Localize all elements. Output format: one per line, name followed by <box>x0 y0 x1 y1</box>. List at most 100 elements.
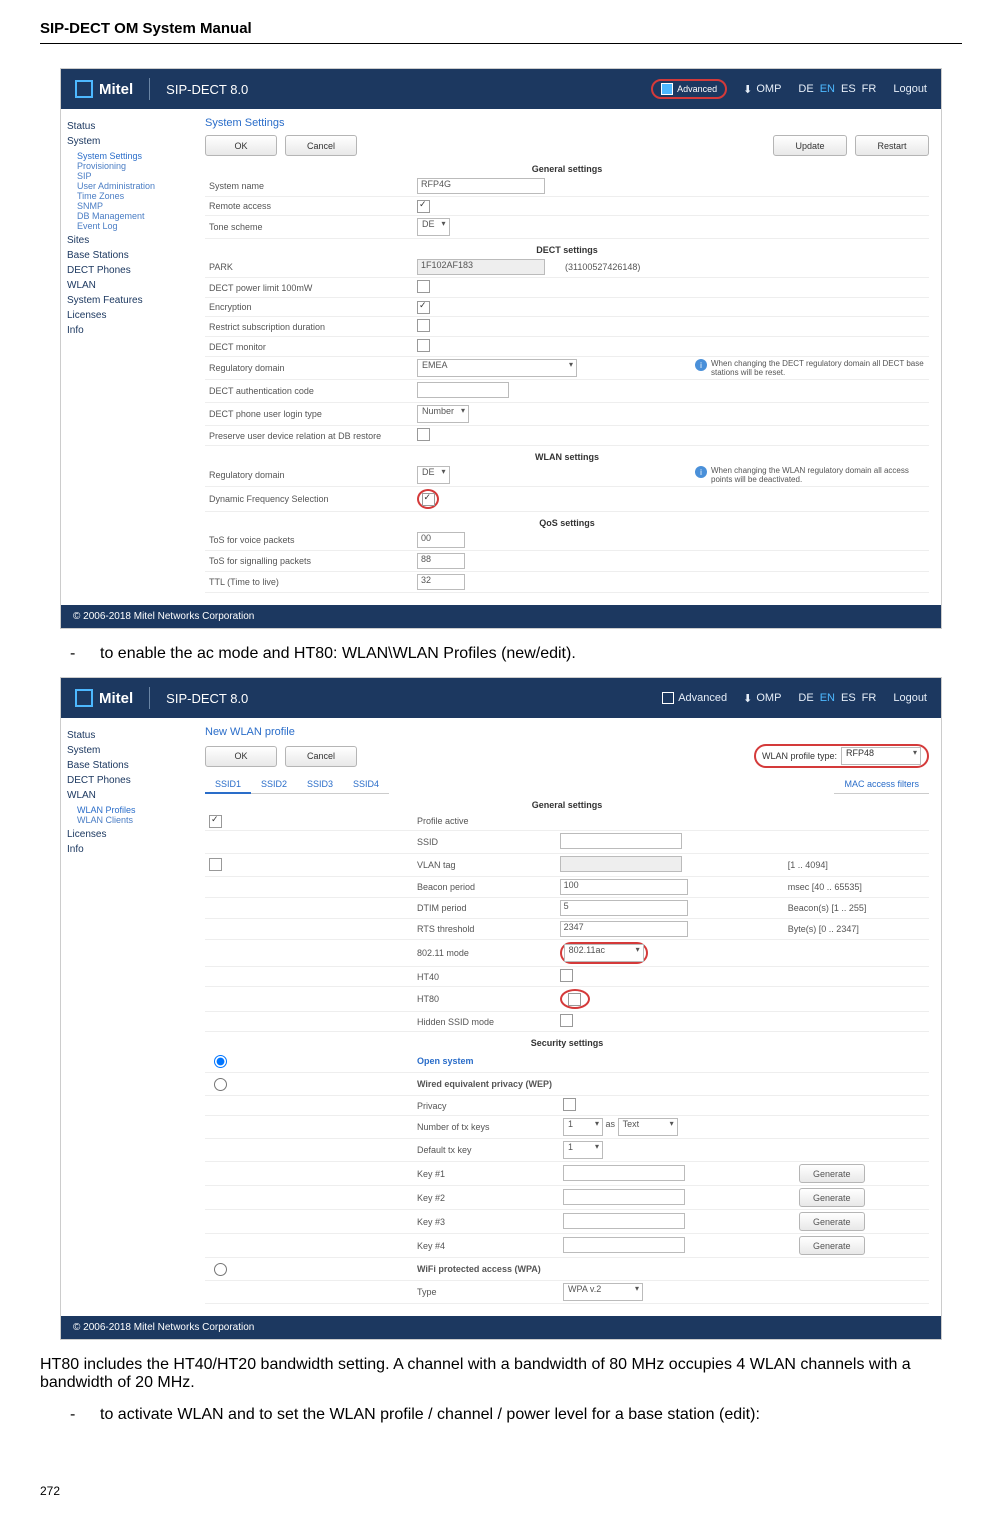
generate-button[interactable]: Generate <box>799 1236 865 1255</box>
nav-wlan[interactable]: WLAN <box>67 790 187 801</box>
wep-radio[interactable] <box>214 1078 227 1091</box>
privacy-checkbox[interactable] <box>563 1098 576 1111</box>
dtim-input[interactable]: 5 <box>560 900 688 916</box>
generate-button[interactable]: Generate <box>799 1212 865 1231</box>
tab-ssid4[interactable]: SSID4 <box>343 776 389 794</box>
encryption-checkbox[interactable] <box>417 301 430 314</box>
info-icon: i <box>695 466 707 478</box>
ok-button[interactable]: OK <box>205 135 277 156</box>
default-key-select[interactable]: 1 <box>563 1141 603 1159</box>
cancel-button[interactable]: Cancel <box>285 746 357 767</box>
nav-info[interactable]: Info <box>67 325 187 336</box>
cancel-button[interactable]: Cancel <box>285 135 357 156</box>
nav-system[interactable]: System <box>67 136 187 147</box>
bullet-1: to enable the ac mode and HT80: WLAN\WLA… <box>100 645 576 663</box>
tab-ssid1[interactable]: SSID1 <box>205 776 251 794</box>
keytype-select[interactable]: Text <box>618 1118 678 1136</box>
system-name-input[interactable]: RFP4G <box>417 178 545 194</box>
dect-monitor-checkbox[interactable] <box>417 339 430 352</box>
nav-wlan-profiles[interactable]: WLAN Profiles <box>77 805 187 815</box>
profile-type-select[interactable]: RFP48 <box>841 747 921 765</box>
hidden-ssid-checkbox[interactable] <box>560 1014 573 1027</box>
generate-button[interactable]: Generate <box>799 1188 865 1207</box>
login-type-select[interactable]: Number <box>417 405 469 423</box>
ht40-checkbox[interactable] <box>560 969 573 982</box>
nav-sys-features[interactable]: System Features <box>67 295 187 306</box>
nav-dect-phones[interactable]: DECT Phones <box>67 265 187 276</box>
nav-sites[interactable]: Sites <box>67 235 187 246</box>
wpa-radio[interactable] <box>214 1263 227 1276</box>
ok-button[interactable]: OK <box>205 746 277 767</box>
nav-info[interactable]: Info <box>67 844 187 855</box>
nav-sip[interactable]: SIP <box>77 171 187 181</box>
nav-provisioning[interactable]: Provisioning <box>77 161 187 171</box>
logout-link[interactable]: Logout <box>893 692 927 704</box>
park-input: 1F102AF183 <box>417 259 545 275</box>
sidebar: Status System Base Stations DECT Phones … <box>61 718 193 1316</box>
omp-link[interactable]: ⬇OMP <box>743 83 781 96</box>
lang-switch[interactable]: DEENESFR <box>797 83 877 95</box>
product-name: SIP-DECT 8.0 <box>166 82 248 97</box>
nav-event-log[interactable]: Event Log <box>77 221 187 231</box>
nav-system[interactable]: System <box>67 745 187 756</box>
dfs-checkbox[interactable] <box>422 493 435 506</box>
ttl-input[interactable]: 32 <box>417 574 465 590</box>
vlan-input[interactable] <box>560 856 682 872</box>
beacon-input[interactable]: 100 <box>560 879 688 895</box>
footer-copyright: © 2006-2018 Mitel Networks Corporation <box>61 605 941 628</box>
power-limit-checkbox[interactable] <box>417 280 430 293</box>
tone-scheme-select[interactable]: DE <box>417 218 450 236</box>
dfs-highlight <box>417 489 439 509</box>
remote-access-checkbox[interactable] <box>417 200 430 213</box>
screenshot-system-settings: Mitel SIP-DECT 8.0 Advanced ⬇OMP DEENESF… <box>60 68 942 629</box>
reg-domain-select[interactable]: EMEA <box>417 359 577 377</box>
wlan-reg-domain-select[interactable]: DE <box>417 466 450 484</box>
ssid-input[interactable] <box>560 833 682 849</box>
nav-base-stations[interactable]: Base Stations <box>67 250 187 261</box>
omp-link[interactable]: ⬇OMP <box>743 692 781 705</box>
tos-sig-input[interactable]: 88 <box>417 553 465 569</box>
section-general: General settings <box>205 800 929 810</box>
restart-button[interactable]: Restart <box>855 135 929 156</box>
nav-base-stations[interactable]: Base Stations <box>67 760 187 771</box>
nav-status[interactable]: Status <box>67 730 187 741</box>
restrict-sub-checkbox[interactable] <box>417 319 430 332</box>
ht80-checkbox[interactable] <box>568 993 581 1006</box>
advanced-toggle[interactable]: Advanced <box>662 692 727 704</box>
key3-input[interactable] <box>563 1213 685 1229</box>
update-button[interactable]: Update <box>773 135 847 156</box>
nav-wlan[interactable]: WLAN <box>67 280 187 291</box>
generate-button[interactable]: Generate <box>799 1164 865 1183</box>
advanced-toggle[interactable]: Advanced <box>651 79 727 99</box>
nav-dect-phones[interactable]: DECT Phones <box>67 775 187 786</box>
rts-input[interactable]: 2347 <box>560 921 688 937</box>
nav-licenses[interactable]: Licenses <box>67 310 187 321</box>
nav-status[interactable]: Status <box>67 121 187 132</box>
nav-snmp[interactable]: SNMP <box>77 201 187 211</box>
mode-select[interactable]: 802.11ac <box>564 944 644 962</box>
open-system-radio[interactable] <box>214 1055 227 1068</box>
nav-wlan-clients[interactable]: WLAN Clients <box>77 815 187 825</box>
profile-active-checkbox[interactable] <box>209 815 222 828</box>
footer-copyright: © 2006-2018 Mitel Networks Corporation <box>61 1316 941 1339</box>
key2-input[interactable] <box>563 1189 685 1205</box>
logout-link[interactable]: Logout <box>893 83 927 95</box>
wpa-type-select[interactable]: WPA v.2 <box>563 1283 643 1301</box>
dect-auth-input[interactable] <box>417 382 509 398</box>
vlan-checkbox[interactable] <box>209 858 222 871</box>
nav-user-admin[interactable]: User Administration <box>77 181 187 191</box>
nav-db-mgmt[interactable]: DB Management <box>77 211 187 221</box>
mitel-logo: Mitel <box>75 689 133 707</box>
tab-mac-filters[interactable]: MAC access filters <box>834 776 929 794</box>
lang-switch[interactable]: DEENESFR <box>797 692 877 704</box>
nav-licenses[interactable]: Licenses <box>67 829 187 840</box>
nav-system-settings[interactable]: System Settings <box>77 151 187 161</box>
nav-time-zones[interactable]: Time Zones <box>77 191 187 201</box>
preserve-rel-checkbox[interactable] <box>417 428 430 441</box>
tab-ssid3[interactable]: SSID3 <box>297 776 343 794</box>
key4-input[interactable] <box>563 1237 685 1253</box>
tab-ssid2[interactable]: SSID2 <box>251 776 297 794</box>
key1-input[interactable] <box>563 1165 685 1181</box>
numkeys-select[interactable]: 1 <box>563 1118 603 1136</box>
tos-voice-input[interactable]: 00 <box>417 532 465 548</box>
